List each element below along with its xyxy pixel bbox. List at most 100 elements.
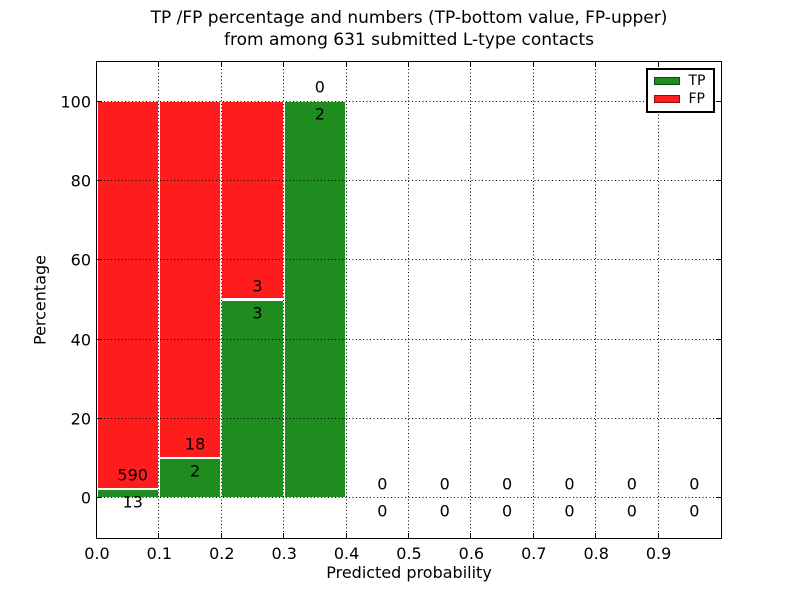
tp-count-label: 3 (252, 303, 263, 322)
tick-mark (158, 532, 160, 538)
chart-title-line1: TP /FP percentage and numbers (TP-bottom… (150, 8, 668, 28)
legend-label: FP (688, 90, 706, 107)
bar-segment-fp (221, 101, 284, 300)
x-tick-label: 0.0 (84, 544, 110, 563)
tp-count-label: 0 (377, 501, 388, 521)
chart-title: TP /FP percentage and numbers (TP-bottom… (97, 7, 721, 51)
tick-mark (283, 532, 285, 538)
bar-segment-fp (96, 101, 159, 490)
tick-mark (657, 61, 659, 67)
fp-count-label: 18 (184, 434, 206, 454)
tick-mark (220, 61, 222, 67)
x-tick-label: 0.1 (146, 544, 173, 563)
fp-count-label: 0 (377, 474, 388, 494)
bar-segment-tp (158, 458, 222, 498)
x-tick-label: 0.3 (271, 544, 297, 563)
tp-count-label: 0 (626, 501, 637, 521)
tick-mark (715, 180, 721, 181)
gridline-x (158, 61, 160, 538)
gridline-x (657, 61, 659, 538)
bar-segment-fp (158, 101, 222, 459)
tick-mark (96, 259, 102, 261)
tp-count-label: 2 (314, 104, 325, 124)
chart-title-line2: from among 631 submitted L-type contacts (223, 30, 594, 50)
tick-mark (532, 532, 534, 538)
tp-count-label: 0 (439, 501, 450, 521)
tick-mark (345, 61, 347, 67)
tick-mark (470, 532, 472, 538)
x-tick-label: 0.8 (583, 544, 609, 563)
tick-mark (715, 497, 721, 499)
legend-row: TP (653, 73, 707, 90)
y-tick-label: 40 (70, 330, 91, 350)
tp-count-label: 0 (564, 501, 575, 521)
tick-mark (408, 61, 409, 67)
tick-mark (715, 338, 721, 340)
x-axis-label: Predicted probability (326, 563, 492, 582)
tick-mark (96, 180, 102, 181)
gridline-y (96, 100, 721, 102)
tp-count-label: 2 (190, 461, 201, 481)
tick-mark (96, 100, 102, 102)
gridline-y (96, 497, 721, 499)
tick-mark (96, 61, 97, 67)
tick-mark (345, 532, 347, 538)
x-tick-label: 0.7 (521, 544, 547, 563)
gridline-x (408, 61, 409, 538)
gridline-x (470, 61, 472, 538)
tick-mark (96, 338, 102, 340)
fp-count-label: 3 (252, 276, 263, 295)
gridline-y (96, 259, 721, 261)
y-tick-label: 100 (60, 92, 91, 112)
fp-count-label: 0 (626, 474, 637, 494)
x-tick-label: 0.9 (645, 544, 672, 563)
tick-mark (283, 61, 285, 67)
bar-segment-tp (221, 299, 284, 498)
tick-mark (96, 497, 102, 499)
fp-count-label: 0 (564, 474, 575, 494)
gridline-x (595, 61, 597, 538)
gridline-x (283, 61, 285, 538)
tick-mark (158, 61, 160, 67)
tick-mark (532, 61, 534, 67)
tick-mark (96, 532, 97, 538)
x-tick-label: 0.4 (333, 544, 360, 563)
legend-swatch (653, 77, 680, 86)
legend: TP FP (645, 67, 715, 113)
y-tick-label: 80 (70, 171, 91, 191)
legend-swatch (653, 94, 680, 103)
y-tick-label: 60 (70, 250, 91, 270)
tp-count-label: 13 (122, 492, 143, 512)
gridline-x (220, 61, 222, 538)
fp-count-label: 590 (117, 465, 148, 485)
gridline-x (532, 61, 534, 538)
fp-count-label: 0 (314, 77, 325, 97)
fp-count-label: 0 (689, 474, 700, 494)
tick-mark (715, 418, 721, 419)
gridline-y (96, 180, 721, 181)
tick-mark (595, 532, 597, 538)
plot-area: 590 13 18 2 3 3 0 2 0 0 0 0 0 0 0 0 0 0 0 0 TP FP (95, 60, 722, 539)
gridline-x (345, 61, 347, 538)
tick-mark (220, 532, 222, 538)
tick-mark (96, 418, 102, 419)
x-tick-label: 0.6 (458, 544, 485, 563)
x-tick-label: 0.2 (209, 544, 235, 563)
tick-mark (408, 532, 409, 538)
tick-mark (715, 100, 721, 102)
tp-count-label: 0 (689, 501, 700, 521)
gridline-y (96, 338, 721, 340)
bar-segment-tp (283, 101, 347, 498)
tp-count-label: 0 (502, 501, 513, 521)
tick-mark (470, 61, 472, 67)
y-tick-label: 0 (80, 488, 91, 508)
legend-label: TP (688, 73, 706, 90)
legend-row: FP (653, 90, 707, 107)
tick-mark (715, 259, 721, 261)
fp-count-label: 0 (502, 474, 513, 494)
tick-mark (657, 532, 659, 538)
fp-count-label: 0 (439, 474, 450, 494)
x-tick-label: 0.5 (396, 544, 422, 563)
y-tick-label: 20 (70, 409, 91, 429)
